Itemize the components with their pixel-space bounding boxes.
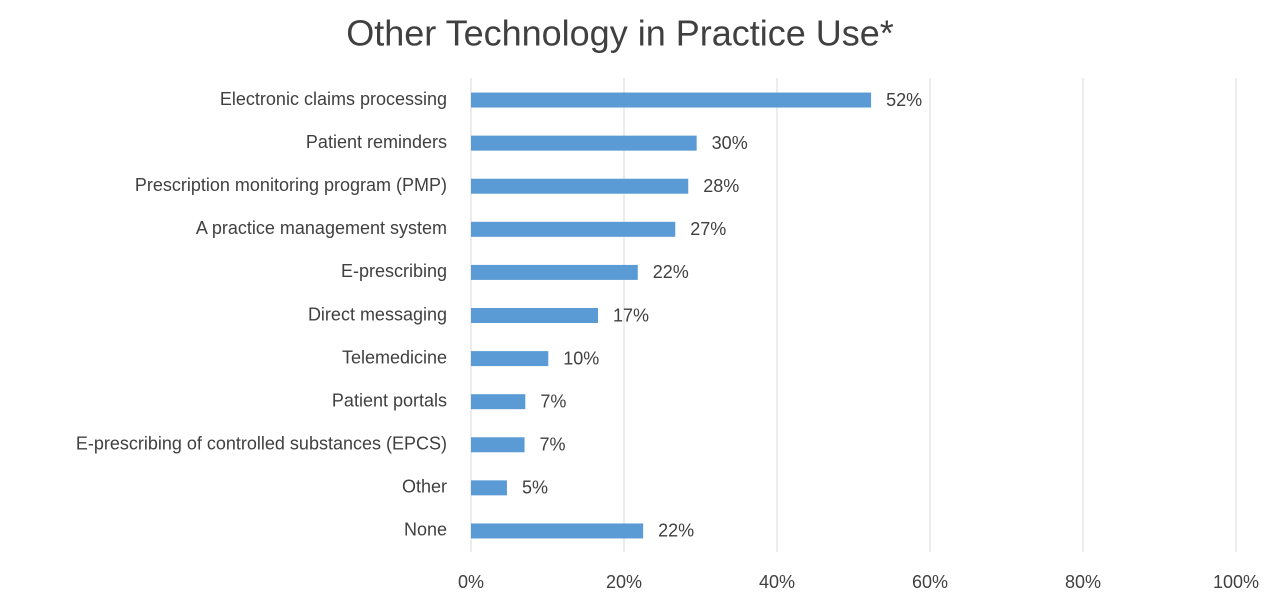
x-tick-label: 20% [606,572,642,592]
y-tick-label: Patient portals [332,390,447,410]
data-label: 5% [522,478,548,498]
data-label: 30% [712,133,748,153]
y-tick-label: Telemedicine [342,347,447,367]
y-tick-label: None [404,520,447,540]
bar [471,178,689,194]
y-tick-label: Electronic claims processing [220,89,447,109]
bar [471,437,525,453]
x-tick-label: 40% [759,572,795,592]
x-tick-label: 60% [912,572,948,592]
bar [471,264,638,280]
data-label: 27% [690,219,726,239]
x-tick-label: 100% [1213,572,1259,592]
bar [471,221,676,237]
bar [471,308,598,323]
bar [471,523,644,539]
data-label: 22% [658,521,694,541]
y-tick-label: E-prescribing of controlled substances (… [76,434,447,454]
data-label: 28% [703,176,739,196]
bar [471,480,507,496]
chart-title: Other Technology in Practice Use* [346,13,894,54]
data-label: 7% [540,391,566,411]
data-label: 7% [540,435,566,455]
x-tick-label: 80% [1065,572,1101,592]
y-tick-label: Other [402,477,447,497]
data-label: 52% [886,90,922,110]
y-tick-label: A practice management system [196,218,447,238]
data-label: 10% [563,348,599,368]
x-tick-label: 0% [458,572,484,592]
bar [471,394,526,410]
y-tick-label: Prescription monitoring program (PMP) [135,175,447,195]
y-tick-label: E-prescribing [341,261,447,281]
y-tick-label: Patient reminders [306,132,447,152]
data-label: 17% [613,305,649,325]
data-label: 22% [653,262,689,282]
y-tick-label: Direct messaging [308,304,447,324]
bar [471,135,697,151]
bar [471,92,872,108]
bar [471,351,549,367]
